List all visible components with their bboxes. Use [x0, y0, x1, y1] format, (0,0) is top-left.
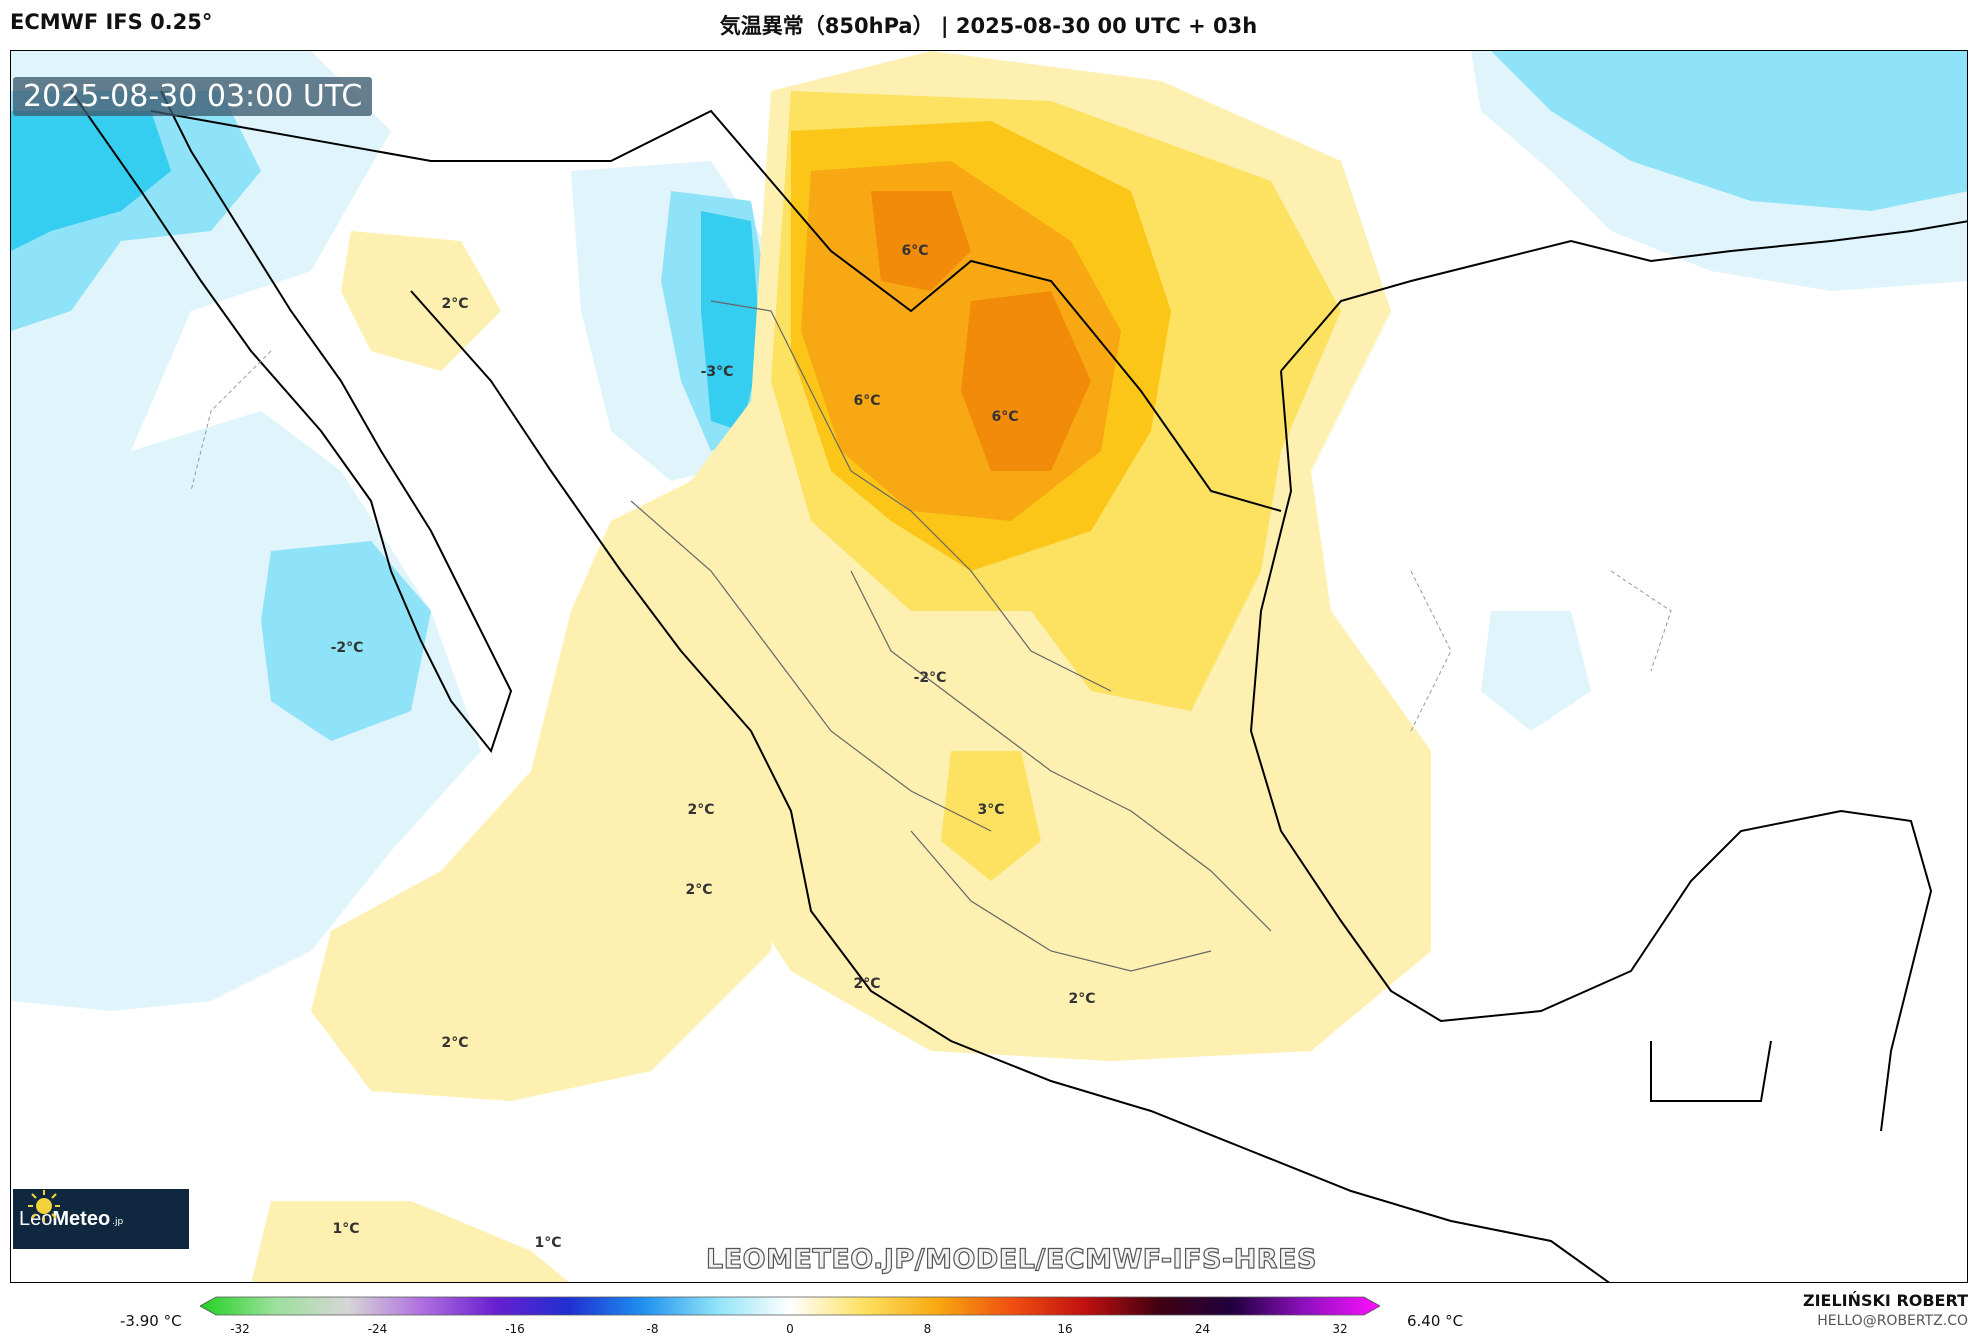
border-us-mexico	[150, 109, 1282, 512]
contour-label: 2°C	[1068, 991, 1096, 1007]
cold-region-plateau-strong	[701, 211, 761, 431]
legend-max-value: 6.40 °C	[1407, 1312, 1464, 1330]
warm-region-pacific	[311, 611, 781, 1101]
colorbar-tick: -32	[230, 1322, 250, 1336]
border-guatemala	[1650, 1040, 1772, 1102]
anomaly-map[interactable]: 2025-08-30 03:00 UTC 6°C 6°C 6°C 2°C -3°…	[10, 50, 1968, 1283]
colorbar-gradient	[200, 1296, 1380, 1316]
watermark-url: LEOMETEO.JP/MODEL/ECMWF-IFS-HRES	[705, 1243, 1317, 1275]
valid-time-label: 2025-08-30 03:00 UTC	[13, 77, 373, 116]
cold-region-northeast-mid	[1491, 51, 1967, 211]
coastline-texas	[1280, 220, 1967, 372]
contour-label: 1°C	[332, 1221, 360, 1237]
warm-region-hotter	[871, 191, 971, 291]
logo-brand-bold: Meteo	[52, 1207, 111, 1230]
coastline-baja	[70, 90, 513, 754]
contour-label: 2°C	[685, 882, 713, 898]
cold-region-gulf	[1481, 611, 1591, 731]
coastline-mainland-west	[410, 290, 1610, 1282]
cold-region-pacific-mid	[261, 541, 431, 741]
colorbar-tick: -8	[646, 1322, 659, 1336]
colorbar-tick: 32	[1332, 1322, 1348, 1336]
model-name: ECMWF IFS 0.25°	[10, 10, 213, 34]
colorbar-tick: 24	[1194, 1322, 1211, 1336]
contour-label: 2°C	[441, 296, 469, 312]
warm-region-south	[251, 1201, 569, 1282]
cold-region-northwest-strong	[11, 111, 171, 251]
contour-label: 2°C	[441, 1035, 469, 1051]
colorbar-tick: -24	[367, 1322, 388, 1336]
contour-label: 6°C	[901, 243, 929, 259]
colorbar-tick: -16	[505, 1322, 525, 1336]
contour-label: 2°C	[853, 976, 881, 992]
logo-suffix: .jp	[112, 1217, 124, 1227]
legend-min-value: -3.90 °C	[120, 1312, 182, 1330]
warm-region-3c	[941, 751, 1041, 881]
credit: ZIELIŃSKI ROBERT HELLO@ROBERTZ.CO	[1803, 1290, 1968, 1332]
warm-region-hotter-2	[961, 291, 1091, 471]
contour-label: 3°C	[977, 802, 1005, 818]
map-canvas	[11, 51, 1967, 1282]
colorbar	[200, 1296, 1380, 1316]
author-name: ZIELIŃSKI ROBERT	[1802, 1291, 1968, 1310]
leometeo-logo[interactable]: LeoMeteo .jp	[13, 1189, 189, 1249]
chart-title: 気温異常（850hPa） | 2025-08-30 00 UTC + 03h	[719, 14, 1258, 38]
contour-label: -2°C	[330, 640, 364, 656]
state-borders	[630, 300, 1272, 972]
contour-label: -2°C	[913, 670, 947, 686]
sun-icon	[28, 1190, 60, 1222]
colorbar-tick: 8	[923, 1322, 932, 1336]
contour-label: 6°C	[991, 409, 1019, 425]
colorbar-tick: 0	[786, 1322, 794, 1336]
contour-label: 1°C	[534, 1235, 562, 1251]
contour-label: 2°C	[687, 802, 715, 818]
coastline-gulf	[1249, 370, 1933, 1132]
contour-label: -3°C	[700, 364, 734, 380]
contour-label: 6°C	[853, 393, 881, 409]
dashed-contours	[190, 350, 1672, 732]
colorbar-tick: 16	[1057, 1322, 1073, 1336]
author-email: HELLO@ROBERTZ.CO	[1817, 1313, 1968, 1329]
